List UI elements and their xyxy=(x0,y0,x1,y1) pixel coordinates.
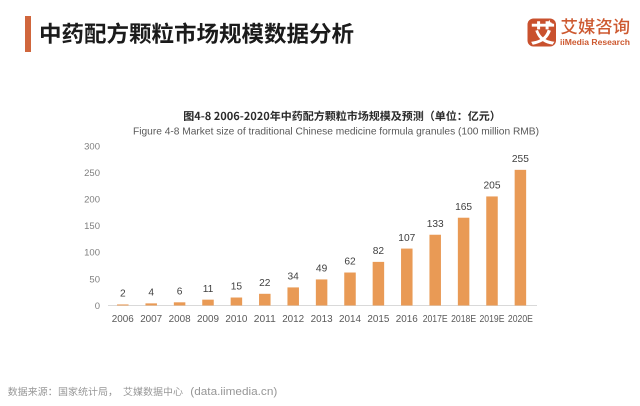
svg-text:4: 4 xyxy=(148,288,154,299)
svg-text:2017E: 2017E xyxy=(423,314,448,325)
svg-text:2019E: 2019E xyxy=(480,314,505,325)
svg-text:2010: 2010 xyxy=(225,314,247,325)
svg-text:0: 0 xyxy=(95,301,100,312)
svg-text:6: 6 xyxy=(177,287,183,298)
svg-text:iiMedia Research: iiMedia Research xyxy=(560,37,630,47)
svg-text:Figure 4-8 Market size of trad: Figure 4-8 Market size of traditional Ch… xyxy=(133,126,539,137)
svg-text:2007: 2007 xyxy=(140,314,162,325)
svg-text:2006: 2006 xyxy=(112,314,134,325)
svg-text:62: 62 xyxy=(344,257,356,268)
svg-text:2: 2 xyxy=(120,289,126,300)
svg-text:82: 82 xyxy=(373,246,385,257)
svg-text:107: 107 xyxy=(398,233,415,244)
svg-text:200: 200 xyxy=(84,195,100,206)
svg-text:300: 300 xyxy=(84,141,100,152)
svg-text:133: 133 xyxy=(427,219,444,230)
svg-text:2008: 2008 xyxy=(169,314,191,325)
svg-text:150: 150 xyxy=(84,221,100,232)
svg-text:165: 165 xyxy=(455,202,472,213)
svg-text:2020E: 2020E xyxy=(508,314,533,325)
svg-text:50: 50 xyxy=(89,274,100,285)
svg-text:49: 49 xyxy=(316,264,328,275)
svg-text:2014: 2014 xyxy=(339,314,361,325)
svg-text:2012: 2012 xyxy=(282,314,304,325)
svg-text:2009: 2009 xyxy=(197,314,219,325)
svg-text:34: 34 xyxy=(288,272,300,283)
svg-text:(data.iimedia.cn): (data.iimedia.cn) xyxy=(190,386,277,398)
svg-text:2011: 2011 xyxy=(254,314,276,325)
svg-text:2018E: 2018E xyxy=(451,314,476,325)
svg-text:2015: 2015 xyxy=(367,314,389,325)
svg-text:100: 100 xyxy=(84,248,100,259)
svg-text:11: 11 xyxy=(203,284,214,295)
svg-text:205: 205 xyxy=(484,181,501,192)
svg-text:15: 15 xyxy=(231,282,243,293)
svg-text:22: 22 xyxy=(259,278,271,289)
svg-text:2016: 2016 xyxy=(396,314,418,325)
svg-text:250: 250 xyxy=(84,168,100,179)
svg-text:255: 255 xyxy=(512,154,529,165)
svg-text:2013: 2013 xyxy=(311,314,333,325)
